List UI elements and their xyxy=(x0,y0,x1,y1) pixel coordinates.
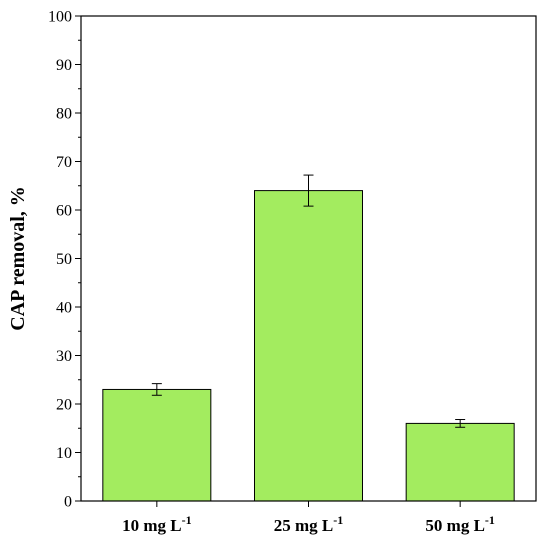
bar xyxy=(102,388,212,502)
x-tick-label: 10 mg L-1 xyxy=(122,513,192,535)
y-tick-label: 90 xyxy=(56,57,72,74)
x-tick-label: 50 mg L-1 xyxy=(425,513,494,535)
x-tick-label: 25 mg L-1 xyxy=(274,513,344,535)
y-tick-label: 30 xyxy=(56,348,72,365)
y-tick-label: 70 xyxy=(56,154,72,171)
y-tick-label: 100 xyxy=(48,9,72,26)
bar xyxy=(254,190,363,502)
y-axis: 0 10 20 30 40 50 60 70 80 90 100 xyxy=(48,9,81,511)
y-axis-label: CAP removal, % xyxy=(7,186,29,331)
x-axis: 10 mg L-1 25 mg L-1 50 mg L-1 xyxy=(122,501,495,535)
error-bars-layer xyxy=(151,174,466,428)
y-tick-label: 40 xyxy=(56,300,72,317)
y-tick-label: 10 xyxy=(56,445,72,462)
y-tick-label: 20 xyxy=(56,397,72,414)
y-tick-label: 60 xyxy=(56,203,72,220)
bars-layer xyxy=(102,190,515,502)
y-tick-label: 0 xyxy=(64,494,72,511)
y-tick-label: 80 xyxy=(56,106,72,123)
bar xyxy=(405,422,515,502)
y-tick-label: 50 xyxy=(56,251,72,268)
